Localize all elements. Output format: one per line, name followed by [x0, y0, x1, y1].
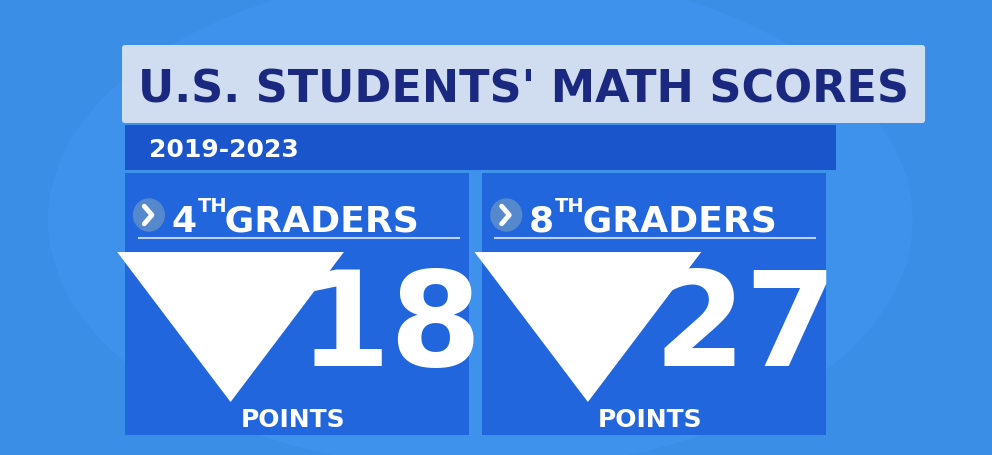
Text: 2019-2023: 2019-2023	[149, 138, 299, 162]
Text: TH: TH	[556, 197, 585, 217]
Polygon shape	[474, 252, 701, 402]
Text: 4: 4	[171, 205, 196, 239]
FancyBboxPatch shape	[482, 173, 826, 435]
Text: TH: TH	[197, 197, 227, 217]
Text: 18: 18	[298, 267, 481, 394]
FancyBboxPatch shape	[125, 173, 469, 435]
Text: U.S. STUDENTS' MATH SCORES: U.S. STUDENTS' MATH SCORES	[138, 69, 909, 111]
FancyBboxPatch shape	[122, 45, 926, 123]
Text: POINTS: POINTS	[241, 408, 345, 432]
Circle shape	[134, 199, 165, 231]
FancyBboxPatch shape	[125, 125, 835, 170]
Text: 27: 27	[653, 267, 837, 394]
Text: 8: 8	[529, 205, 554, 239]
Ellipse shape	[48, 0, 913, 455]
Text: GRADERS: GRADERS	[569, 205, 777, 239]
Circle shape	[491, 199, 522, 231]
Polygon shape	[117, 252, 344, 402]
Text: GRADERS: GRADERS	[212, 205, 420, 239]
Text: POINTS: POINTS	[598, 408, 702, 432]
